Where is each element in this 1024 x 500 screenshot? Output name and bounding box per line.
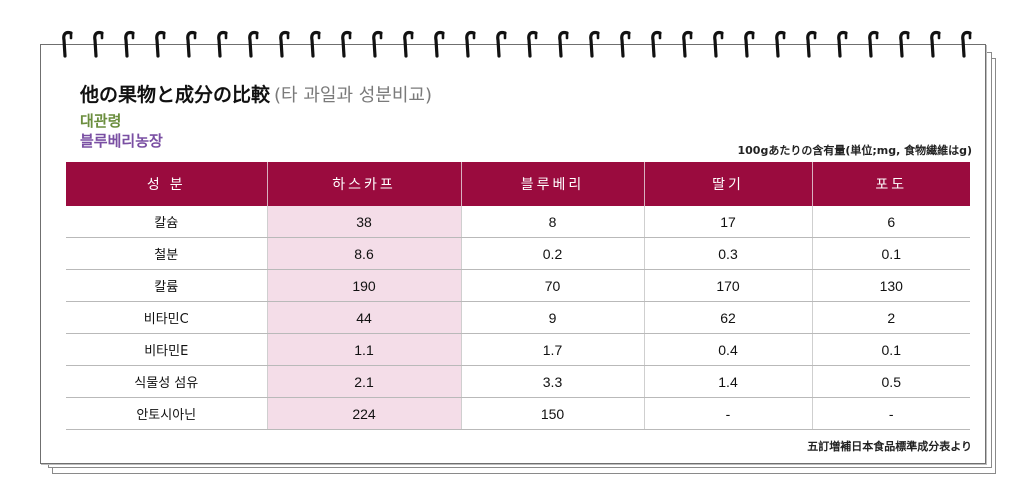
spiral-ring-icon bbox=[186, 30, 198, 58]
spiral-ring-icon bbox=[899, 30, 911, 58]
spiral-ring-icon bbox=[403, 30, 415, 58]
value-cell: 6 bbox=[811, 206, 970, 238]
spiral-ring-icon bbox=[961, 30, 973, 58]
spiral-ring-icon bbox=[775, 30, 787, 58]
unit-note: 100gあたりの含有量(単位;mg, 食物繊維はg) bbox=[737, 144, 972, 157]
spiral-ring-icon bbox=[434, 30, 446, 58]
value-cell: 0.1 bbox=[811, 333, 970, 366]
spiral-ring-icon bbox=[341, 30, 353, 58]
spiral-ring-icon bbox=[837, 30, 849, 58]
nutrient-comparison-table: 성 분 하스카프 블루베리 딸기 포도 칼슘 38 8 17 6 철분 8.6 0.2 0.3 0… bbox=[66, 162, 970, 430]
table-row: 철분 8.6 0.2 0.3 0.1 bbox=[66, 237, 970, 270]
value-cell: 2.1 bbox=[266, 365, 461, 398]
spiral-ring-icon bbox=[713, 30, 725, 58]
title-main: 他の果物と成分の比較 bbox=[80, 84, 271, 106]
value-cell: 224 bbox=[266, 397, 461, 430]
page-title: 他の果物と成分の比較 (타 과일과 성분비교) bbox=[80, 80, 432, 107]
spiral-ring-icon bbox=[465, 30, 477, 58]
table-row: 비타민C 44 9 62 2 bbox=[66, 301, 970, 334]
header-nutrient: 성 분 bbox=[66, 162, 267, 206]
spiral-ring-icon bbox=[744, 30, 756, 58]
nutrient-name-cell: 철분 bbox=[66, 237, 267, 270]
spiral-ring-icon bbox=[620, 30, 632, 58]
value-cell: 130 bbox=[811, 269, 970, 302]
farm-label-name: 블루베리농장 bbox=[80, 132, 163, 150]
value-cell: 190 bbox=[266, 269, 461, 302]
nutrient-name-cell: 안토시아닌 bbox=[66, 397, 267, 430]
table-header-row: 성 분 하스카프 블루베리 딸기 포도 bbox=[66, 162, 970, 206]
spiral-ring-icon bbox=[527, 30, 539, 58]
nutrient-name-cell: 비타민E bbox=[66, 333, 267, 366]
table-row: 안토시아닌 224 150- - bbox=[66, 397, 970, 430]
value-cell: 44 bbox=[266, 301, 461, 334]
value-cell: 0.3 bbox=[643, 237, 812, 270]
table-row: 비타민E 1.1 1.7 0.4 0.1 bbox=[66, 333, 970, 366]
spiral-ring-icon bbox=[682, 30, 694, 58]
header-grape: 포도 bbox=[811, 162, 970, 206]
value-cell: 17 bbox=[643, 206, 812, 238]
nutrient-name-cell: 비타민C bbox=[66, 301, 267, 334]
table-row: 칼륨 190 70 170 130 bbox=[66, 269, 970, 302]
spiral-ring-icon bbox=[868, 30, 880, 58]
table-row: 칼슘 38 8 17 6 bbox=[66, 206, 970, 238]
value-cell: 8 bbox=[460, 206, 644, 238]
value-cell: 1.1 bbox=[266, 333, 461, 366]
source-note: 五訂増補日本食品標準成分表より bbox=[807, 440, 972, 453]
spiral-ring-icon bbox=[248, 30, 260, 58]
nutrient-name-cell: 식물성 섬유 bbox=[66, 365, 267, 398]
spiral-ring-icon bbox=[558, 30, 570, 58]
value-cell: 62 bbox=[643, 301, 812, 334]
header-strawberry: 딸기 bbox=[643, 162, 812, 206]
spiral-ring-icon bbox=[372, 30, 384, 58]
spiral-binding bbox=[62, 30, 982, 62]
value-cell: - bbox=[811, 397, 970, 430]
value-cell: 38 bbox=[266, 206, 461, 238]
spiral-ring-icon bbox=[651, 30, 663, 58]
value-cell: 8.6 bbox=[266, 237, 461, 270]
title-sub: (타 과일과 성분비교) bbox=[274, 85, 432, 106]
header-blueberry: 블루베리 bbox=[460, 162, 644, 206]
spiral-ring-icon bbox=[806, 30, 818, 58]
value-cell: 0.5 bbox=[811, 365, 970, 398]
spiral-ring-icon bbox=[496, 30, 508, 58]
value-cell: 150 bbox=[460, 397, 644, 430]
nutrient-name-cell: 칼륨 bbox=[66, 269, 267, 302]
spiral-ring-icon bbox=[279, 30, 291, 58]
value-cell: 0.1 bbox=[811, 237, 970, 270]
value-cell: 3.3 bbox=[460, 365, 644, 398]
value-cell: 9 bbox=[460, 301, 644, 334]
nutrient-name-cell: 칼슘 bbox=[66, 206, 267, 238]
spiral-ring-icon bbox=[124, 30, 136, 58]
value-cell: - bbox=[643, 397, 812, 430]
value-cell: 1.7 bbox=[460, 333, 644, 366]
header-haskap: 하스카프 bbox=[266, 162, 461, 206]
value-cell: 70 bbox=[460, 269, 644, 302]
value-cell: 2 bbox=[811, 301, 970, 334]
spiral-ring-icon bbox=[930, 30, 942, 58]
spiral-ring-icon bbox=[93, 30, 105, 58]
spiral-ring-icon bbox=[62, 30, 74, 58]
spiral-ring-icon bbox=[155, 30, 167, 58]
spiral-ring-icon bbox=[310, 30, 322, 58]
spiral-ring-icon bbox=[217, 30, 229, 58]
value-cell: 0.4 bbox=[643, 333, 812, 366]
value-cell: 170 bbox=[643, 269, 812, 302]
spiral-ring-icon bbox=[589, 30, 601, 58]
table-row: 식물성 섬유 2.1 3.3 1.4 0.5 bbox=[66, 365, 970, 398]
farm-label-region: 대관령 bbox=[80, 112, 122, 130]
value-cell: 1.4 bbox=[643, 365, 812, 398]
value-cell: 0.2 bbox=[460, 237, 644, 270]
